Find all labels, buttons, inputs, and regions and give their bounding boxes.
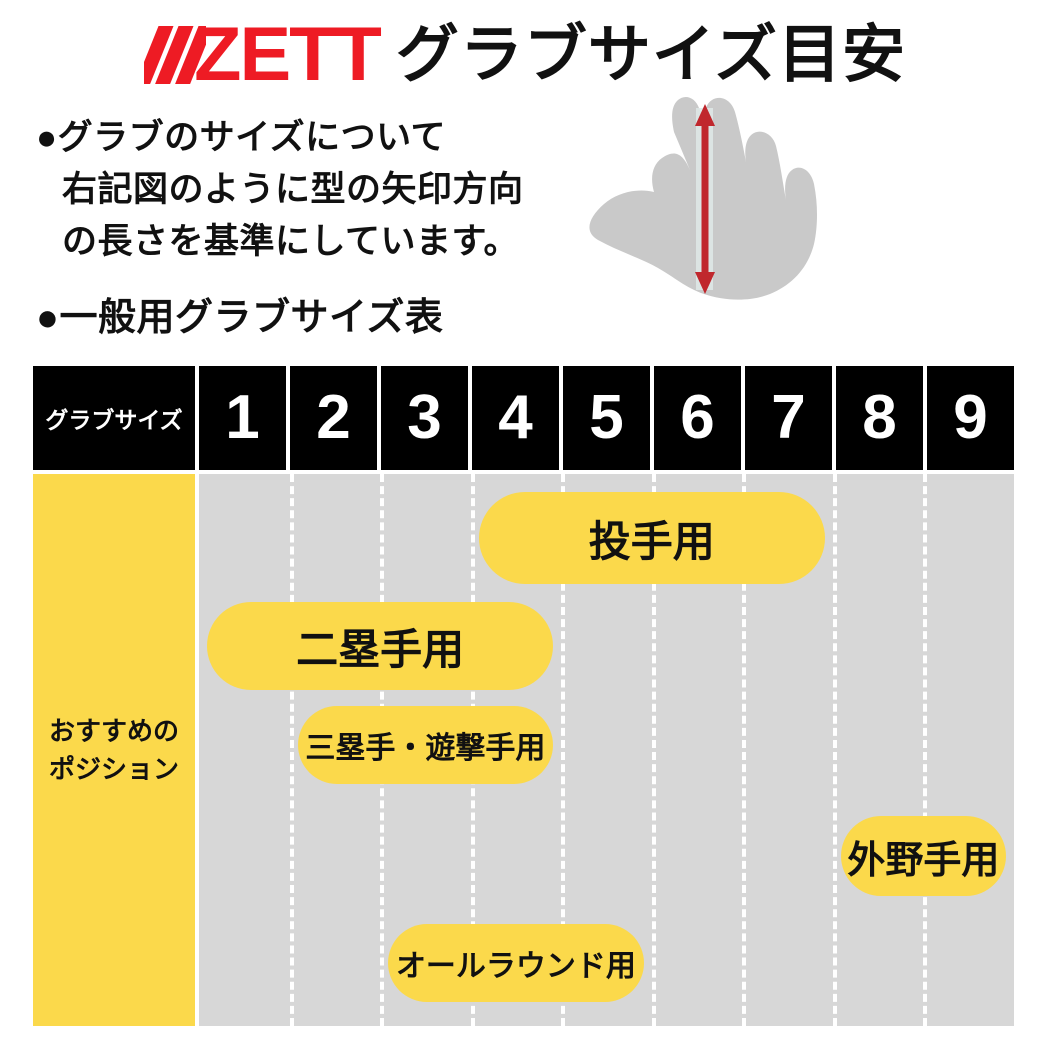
position-pill-label: 投手用 bbox=[588, 517, 715, 565]
position-pill-label: 外野手用 bbox=[847, 839, 1000, 882]
table-header-row: グラブサイズ 1 2 3 4 5 6 7 8 9 bbox=[33, 366, 1014, 470]
position-pill-label: オールラウンド用 bbox=[395, 950, 636, 983]
page-header: ZETT グラブサイズ目安 bbox=[0, 14, 1050, 96]
logo-wordmark: ZETT bbox=[194, 12, 382, 97]
size-header-7: 7 bbox=[745, 366, 832, 470]
page-title: グラブサイズ目安 bbox=[395, 20, 907, 90]
glove-measurement-diagram bbox=[578, 92, 868, 307]
column-divider bbox=[832, 474, 837, 1026]
row-label-cell: おすすめの ポジション bbox=[33, 474, 195, 1026]
intro-line-2: 右記図のように型の矢印方向 bbox=[62, 170, 524, 209]
position-pill: 二塁手用 bbox=[207, 602, 554, 690]
column-divider bbox=[742, 474, 747, 1026]
zett-logo: ZETT bbox=[143, 12, 382, 97]
glove-size-table: グラブサイズ 1 2 3 4 5 6 7 8 9 おすすめの ポジション 投手用… bbox=[33, 366, 1014, 1026]
size-header-6: 6 bbox=[654, 366, 741, 470]
position-pill: 投手用 bbox=[478, 492, 825, 584]
position-pill: オールラウンド用 bbox=[388, 924, 644, 1002]
size-header-5: 5 bbox=[563, 366, 650, 470]
size-header-4: 4 bbox=[472, 366, 559, 470]
size-header-8: 8 bbox=[836, 366, 923, 470]
hand-diagram-svg bbox=[589, 96, 817, 300]
table-header-label: グラブサイズ bbox=[33, 366, 195, 470]
section-heading: ●一般用グラブサイズ表 bbox=[36, 297, 444, 339]
position-pill: 三塁手・遊撃手用 bbox=[297, 706, 554, 784]
size-header-1: 1 bbox=[199, 366, 286, 470]
measurement-arrow-icon bbox=[695, 104, 715, 294]
position-pill: 外野手用 bbox=[840, 816, 1006, 896]
row-label-text: おすすめの ポジション bbox=[48, 716, 179, 784]
size-header-9: 9 bbox=[927, 366, 1014, 470]
position-grid: 投手用二塁手用三塁手・遊撃手用外野手用オールラウンド用 bbox=[199, 474, 1014, 1026]
column-divider bbox=[651, 474, 656, 1026]
position-pill-label: 三塁手・遊撃手用 bbox=[305, 732, 546, 765]
column-divider bbox=[289, 474, 294, 1026]
table-body-row: おすすめの ポジション 投手用二塁手用三塁手・遊撃手用外野手用オールラウンド用 bbox=[33, 474, 1014, 1026]
column-divider bbox=[923, 474, 928, 1026]
size-header-3: 3 bbox=[381, 366, 468, 470]
intro-line-3: の長さを基準にしています。 bbox=[62, 222, 519, 261]
intro-block: ●グラブのサイズについて 右記図のように型の矢印方向 の長さを基準にしています。 bbox=[36, 112, 596, 268]
position-pill-label: 二塁手用 bbox=[296, 625, 465, 673]
intro-line-1: ●グラブのサイズについて bbox=[36, 118, 447, 157]
size-header-2: 2 bbox=[290, 366, 377, 470]
column-divider bbox=[561, 474, 566, 1026]
